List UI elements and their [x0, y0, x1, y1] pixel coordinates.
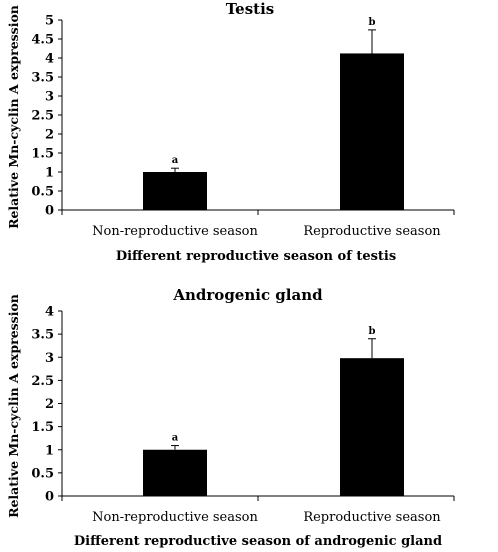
- category-label: Non-reproductive season: [92, 510, 258, 525]
- chart-testis: Testis Relative Mn-cyclin A expression D…: [6, 0, 455, 264]
- chart-title: Testis: [226, 0, 275, 18]
- bar: [143, 172, 207, 210]
- y-tick-label: 3.5: [31, 328, 54, 343]
- y-tick-label: 3: [45, 90, 54, 105]
- y-tick-label: 5: [45, 14, 54, 29]
- category-label: Reproductive season: [303, 224, 441, 239]
- y-axis-label: Relative Mn-cyclin A expression: [6, 294, 21, 518]
- y-tick-label: 2.5: [31, 109, 54, 124]
- y-tick-label: 0: [45, 204, 54, 219]
- y-tick-label: 1.5: [31, 420, 54, 435]
- x-axis-label: Different reproductive season of testis: [116, 249, 396, 264]
- category-label: Reproductive season: [303, 510, 441, 525]
- significance-label: a: [172, 433, 179, 444]
- y-tick-label: 4: [45, 305, 54, 320]
- significance-label: b: [369, 326, 376, 337]
- chart-title: Androgenic gland: [172, 286, 323, 304]
- x-axis-label: Different reproductive season of androge…: [74, 534, 442, 549]
- y-tick-label: 3.5: [31, 71, 54, 86]
- y-tick-label: 1.5: [31, 147, 54, 162]
- y-tick-label: 2: [45, 397, 54, 412]
- y-tick-label: 2.5: [31, 374, 54, 389]
- bar: [340, 358, 404, 496]
- significance-label: a: [172, 155, 179, 166]
- y-tick-label: 1: [45, 443, 54, 458]
- y-axis-label: Relative Mn-cyclin A expression: [6, 5, 21, 229]
- chart-androgenic-gland: Androgenic gland Relative Mn-cyclin A ex…: [6, 286, 455, 549]
- category-label: Non-reproductive season: [92, 224, 258, 239]
- y-tick-label: 2: [45, 128, 54, 143]
- y-tick-label: 1: [45, 166, 54, 181]
- bar: [340, 53, 404, 210]
- y-tick-label: 4: [45, 52, 54, 67]
- y-tick-label: 3: [45, 351, 54, 366]
- y-tick-label: 4.5: [31, 33, 54, 48]
- significance-label: b: [369, 17, 376, 28]
- bar: [143, 449, 207, 496]
- y-tick-label: 0.5: [31, 185, 54, 200]
- y-tick-label: 0: [45, 490, 54, 505]
- y-tick-label: 0.5: [31, 466, 54, 481]
